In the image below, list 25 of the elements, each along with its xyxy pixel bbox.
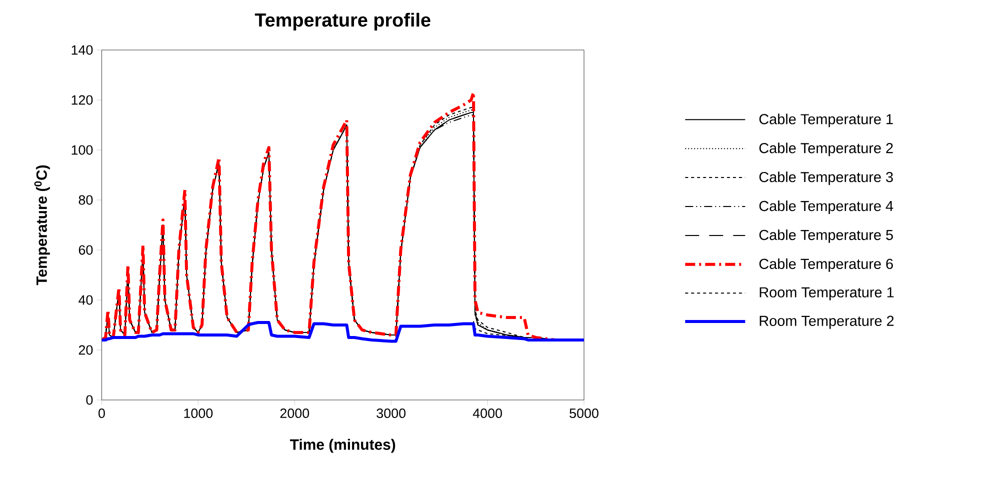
- legend-label: Cable Temperature 3: [759, 172, 893, 186]
- y-tick-label: 100: [72, 145, 93, 155]
- y-tick-label: 60: [78, 245, 93, 255]
- x-tick-label: 5000: [570, 408, 598, 418]
- legend-label: Cable Temperature 4: [759, 200, 894, 214]
- y-tick-label: 0: [86, 395, 93, 405]
- chart-title: Temperature profile: [254, 12, 430, 30]
- legend-label: Cable Temperature 2: [759, 142, 893, 156]
- x-tick-label: 2000: [280, 408, 310, 418]
- y-tick-label: 80: [78, 195, 93, 205]
- y-tick-label: 120: [72, 95, 93, 105]
- x-axis-title: Time (minutes): [290, 438, 396, 453]
- y-tick-label: 140: [72, 45, 93, 55]
- y-tick-label: 20: [78, 345, 93, 355]
- x-tick-label: 4000: [472, 408, 502, 418]
- y-axis-title: Temperature ($^{0}$C): [34, 165, 50, 286]
- legend-label: Room Temperature 2: [760, 316, 894, 329]
- x-tick-label: 0: [98, 408, 105, 418]
- x-tick-label: 3000: [376, 408, 406, 418]
- legend-label: Room Temperature 1: [760, 287, 894, 300]
- x-tick-label: 1000: [184, 408, 213, 418]
- legend-label: Cable Temperature 1: [759, 114, 893, 128]
- legend-label: Cable Temperature 6: [759, 258, 893, 272]
- y-tick-label: 40: [78, 295, 93, 305]
- legend-label: Cable Temperature 5: [759, 229, 893, 243]
